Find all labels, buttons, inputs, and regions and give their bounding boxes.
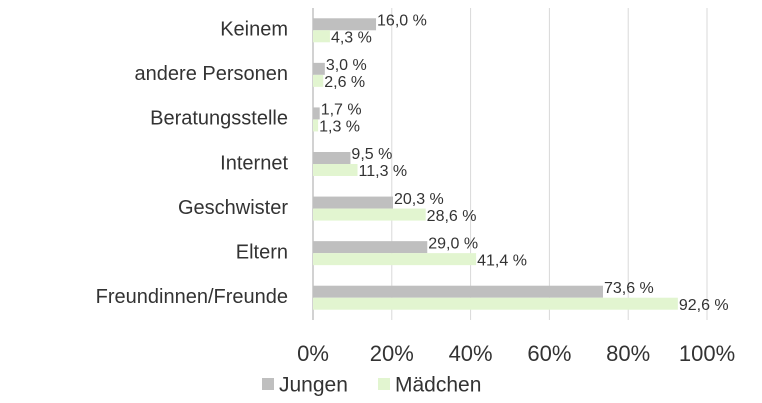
y-tick-label: Eltern (236, 241, 288, 263)
value-label: 16,0 % (377, 13, 427, 30)
y-tick-label: Freundinnen/Freunde (96, 286, 288, 308)
bar (313, 164, 358, 176)
value-label: 20,3 % (394, 191, 444, 208)
value-label: 9,5 % (351, 146, 392, 163)
bar (313, 62, 325, 75)
value-label: 2,6 % (324, 74, 365, 91)
bar (313, 119, 319, 132)
bar (313, 196, 393, 209)
bar (313, 208, 426, 221)
legend-label: Jungen (279, 374, 348, 397)
value-label: 1,3 % (319, 119, 360, 136)
value-label: 4,3 % (331, 30, 372, 47)
x-tick-label: 100% (679, 341, 735, 366)
value-label: 92,6 % (679, 297, 729, 314)
y-tick-label: Keinem (220, 19, 288, 41)
bar (313, 253, 477, 266)
value-label: 11,3 % (359, 163, 408, 180)
bar (313, 152, 351, 164)
x-tick-label: 40% (449, 341, 493, 366)
legend-swatch (378, 378, 390, 390)
bar (313, 107, 320, 120)
x-tick-label: 80% (606, 341, 650, 366)
bar (313, 241, 428, 254)
y-tick-label: andere Personen (135, 63, 288, 85)
value-label: 41,4 % (477, 252, 527, 269)
bar (313, 285, 603, 298)
bar (313, 297, 678, 310)
legend-swatch (262, 378, 274, 390)
y-tick-label: Beratungsstelle (150, 108, 288, 130)
x-tick-label: 60% (527, 341, 571, 366)
legend-label: Mädchen (395, 374, 481, 397)
value-label: 3,0 % (326, 57, 367, 74)
bar (313, 30, 330, 43)
y-tick-label: Geschwister (178, 197, 288, 219)
bar (313, 74, 324, 87)
value-label: 1,7 % (321, 102, 362, 119)
y-tick-label: Internet (220, 152, 288, 174)
value-label: 73,6 % (604, 280, 654, 297)
x-tick-label: 20% (370, 341, 414, 366)
x-tick-label: 0% (297, 341, 329, 366)
bar (313, 18, 377, 31)
value-label: 28,6 % (427, 208, 477, 225)
value-label: 29,0 % (428, 235, 478, 252)
